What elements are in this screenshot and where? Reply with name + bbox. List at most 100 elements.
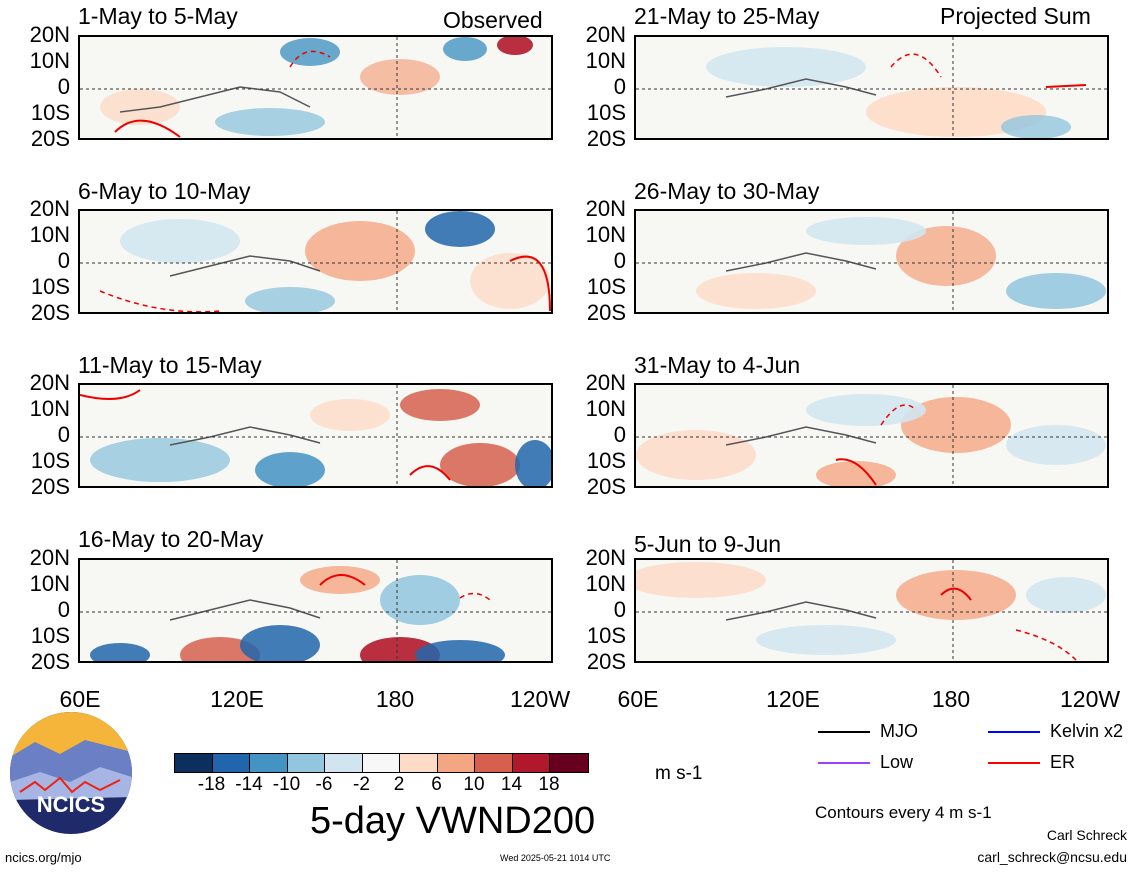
colorbar-tick: -2 <box>353 774 370 795</box>
y-tick-left: 20S <box>30 474 70 499</box>
y-tick-right: 0 <box>613 74 626 99</box>
y-tick-right: 10S <box>586 623 626 648</box>
y-tick-left: 0 <box>57 422 70 447</box>
y-tick-right: 0 <box>613 597 626 622</box>
y-tick-right: 20N <box>585 22 626 47</box>
y-tick-right: 10S <box>586 448 626 473</box>
anomaly-field-4 <box>80 560 551 661</box>
logo-text: NCICS <box>36 792 106 817</box>
y-tick-left: 20N <box>29 370 70 395</box>
map-panel-6 <box>634 209 1109 314</box>
anomaly-field-5 <box>636 37 1107 138</box>
author-email: carl_schreck@ncsu.edu <box>977 849 1127 865</box>
y-tick-right: 10S <box>586 100 626 125</box>
y-tick-left: 20S <box>30 126 70 151</box>
y-tick-right: 0 <box>613 248 626 273</box>
colorbar-swatch <box>362 754 400 772</box>
y-tick-right: 10N <box>585 571 626 596</box>
x-tick-left-120e: 120E <box>210 686 264 712</box>
panel-title-4: 16-May to 20-May <box>78 526 264 552</box>
colorbar-swatch <box>400 754 438 772</box>
legend-low: Low <box>818 752 913 773</box>
observed-label: Observed <box>443 7 543 33</box>
y-tick-right: 10N <box>585 396 626 421</box>
y-tick-left: 10S <box>30 100 70 125</box>
colorbar-swatch <box>475 754 513 772</box>
colorbar-tick: -14 <box>235 774 263 795</box>
panel-title-5: 21-May to 25-May <box>634 3 820 29</box>
colorbar-swatch <box>325 754 363 772</box>
projected-label: Projected Sum <box>940 3 1091 29</box>
panel-title-7: 31-May to 4-Jun <box>634 352 801 378</box>
panel-title-1: 1-May to 5-May <box>78 3 238 29</box>
y-tick-right: 0 <box>613 422 626 447</box>
x-tick-right-120w: 120W <box>1060 686 1121 712</box>
colorbar-unit: m s-1 <box>655 763 703 784</box>
x-tick-right-120e: 120E <box>766 686 820 712</box>
colorbar-swatch <box>287 754 325 772</box>
anomaly-field-3 <box>80 385 551 486</box>
y-tick-right: 20N <box>585 196 626 221</box>
low-line-icon <box>818 761 870 764</box>
map-panel-5 <box>634 35 1109 140</box>
panel-title-6: 26-May to 30-May <box>634 178 820 204</box>
footer-timestamp: Wed 2025-05-21 1014 UTC <box>500 853 611 863</box>
y-tick-right: 20S <box>586 300 626 325</box>
x-tick-left-180: 180 <box>375 686 415 712</box>
legend-kelvin: Kelvin x2 <box>988 721 1123 742</box>
y-tick-left: 20S <box>30 649 70 674</box>
legend-label-er: ER <box>1050 752 1076 772</box>
x-tick-right-180: 180 <box>931 686 971 712</box>
y-tick-left: 20N <box>29 545 70 570</box>
colorbar-tick: -6 <box>315 774 333 795</box>
anomaly-field-6 <box>636 211 1107 312</box>
y-tick-left: 0 <box>57 74 70 99</box>
y-tick-left: 0 <box>57 597 70 622</box>
kelvin-line-icon <box>988 730 1040 733</box>
x-tick-left-120w: 120W <box>509 686 571 712</box>
colorbar-swatch <box>550 754 588 772</box>
map-panel-1 <box>78 35 553 140</box>
y-tick-right: 20S <box>586 649 626 674</box>
y-tick-right: 20S <box>586 126 626 151</box>
anomaly-field-8 <box>636 560 1107 661</box>
panel-title-2: 6-May to 10-May <box>78 178 251 204</box>
legend-mjo: MJO <box>818 721 918 742</box>
colorbar-swatch <box>250 754 288 772</box>
anomaly-field-7 <box>636 385 1107 486</box>
y-tick-left: 20S <box>30 300 70 325</box>
y-tick-left: 20N <box>29 22 70 47</box>
author-credit: Carl Schreck <box>1046 827 1127 843</box>
y-tick-right: 20N <box>585 370 626 395</box>
colorbar-swatch <box>212 754 250 772</box>
panel-title-8: 5-Jun to 9-Jun <box>634 531 782 557</box>
panel-title-3: 11-May to 15-May <box>78 352 262 378</box>
colorbar-tick: 14 <box>500 774 523 795</box>
contour-note: Contours every 4 m s-1 <box>815 803 992 822</box>
colorbar-tick: 10 <box>463 774 485 795</box>
x-tick-left-60e: 60E <box>59 686 101 712</box>
mjo-line-icon <box>818 730 870 733</box>
colorbar-swatch <box>512 754 550 772</box>
ncics-logo: NCICS <box>10 712 132 834</box>
colorbar-swatch <box>175 754 213 772</box>
y-tick-left: 10N <box>29 571 70 596</box>
legend-er: ER <box>988 752 1075 773</box>
y-tick-left: 10N <box>29 396 70 421</box>
y-tick-right: 10N <box>585 48 626 73</box>
y-tick-left: 10S <box>30 623 70 648</box>
y-tick-left: 10S <box>30 448 70 473</box>
x-tick-right-60e: 60E <box>617 686 659 712</box>
anomaly-field-1 <box>80 37 551 138</box>
anomaly-field-2 <box>80 211 551 312</box>
y-tick-right: 10N <box>585 222 626 247</box>
colorbar-swatch <box>437 754 475 772</box>
colorbar-tick: -18 <box>197 774 226 795</box>
legend-label-kelvin: Kelvin x2 <box>1050 721 1124 741</box>
y-tick-right: 20N <box>585 545 626 570</box>
colorbar-tick: 2 <box>393 774 405 795</box>
er-line-icon <box>988 761 1040 764</box>
main-title: 5-day VWND200 <box>310 800 596 842</box>
legend-label-low: Low <box>880 752 914 772</box>
map-panel-7 <box>634 383 1109 488</box>
